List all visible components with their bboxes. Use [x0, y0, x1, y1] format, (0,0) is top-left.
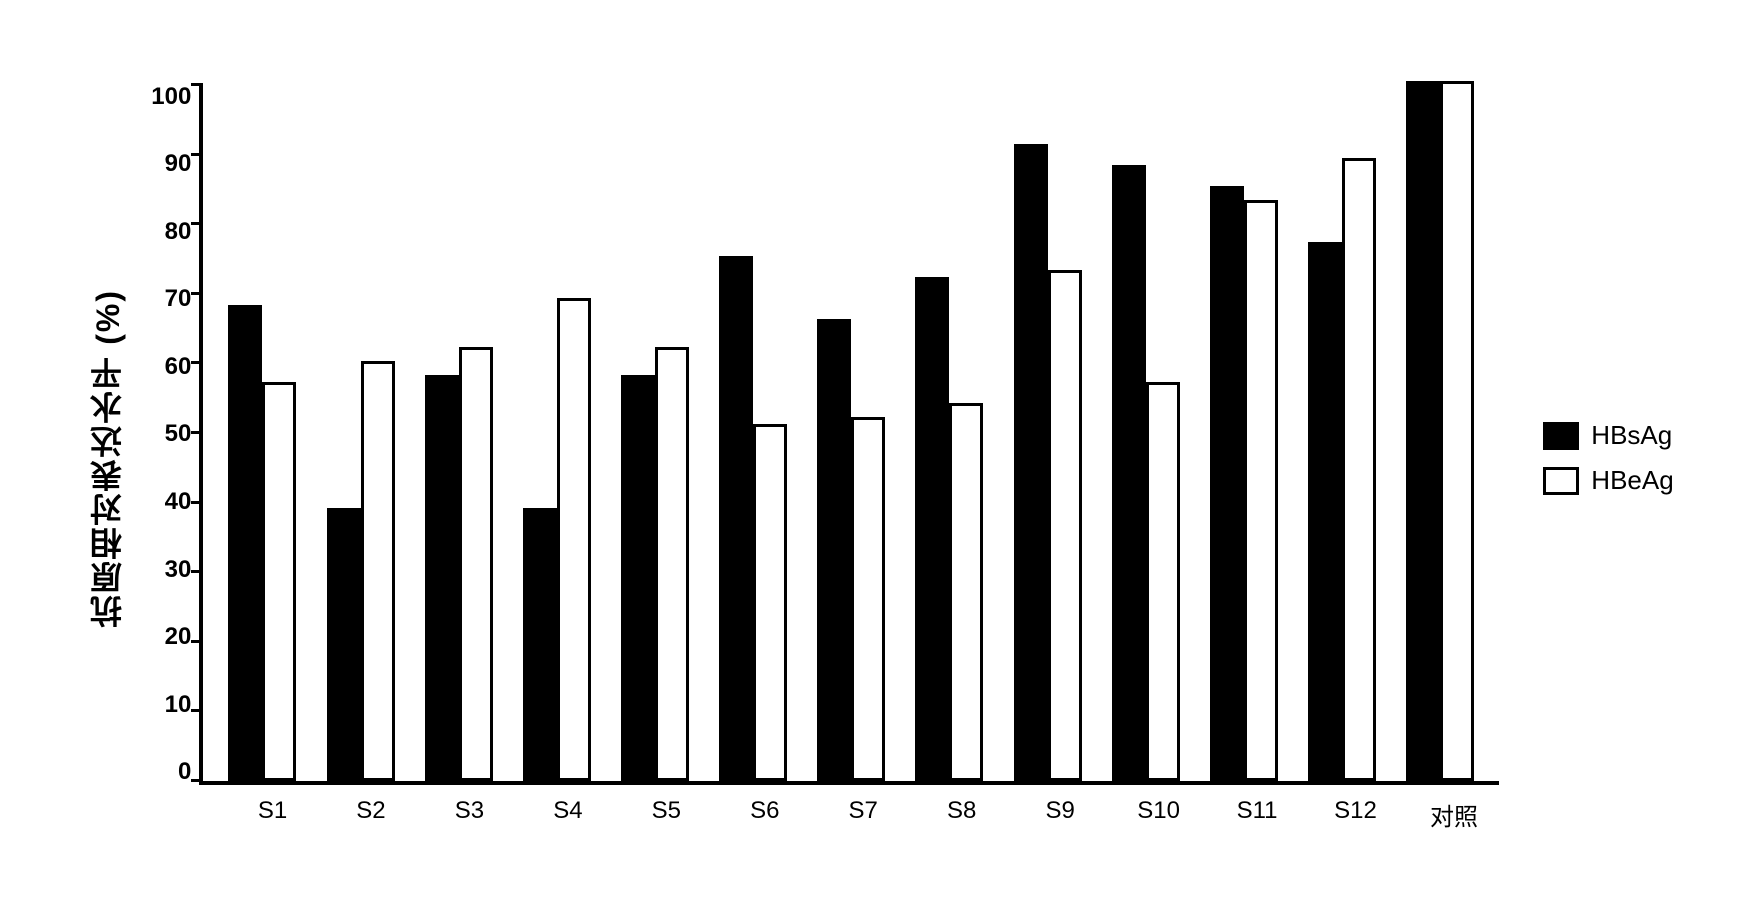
y-tick-mark — [191, 709, 203, 712]
bar-hbsag — [1308, 242, 1342, 781]
bar-group — [228, 305, 296, 781]
x-tick-label: S12 — [1316, 797, 1396, 832]
y-tick-mark — [191, 361, 203, 364]
legend-item-hbsag: HBsAg — [1543, 420, 1673, 451]
bar-hbeag — [459, 347, 493, 781]
x-tick-label: S2 — [331, 797, 411, 832]
bar-group — [1210, 186, 1278, 781]
bar-group — [327, 361, 395, 781]
y-tick-mark — [191, 222, 203, 225]
bar-group — [915, 277, 983, 781]
chart-container: 抗原相对表达水平 (%) 1009080706050403020100 S1S2… — [85, 85, 1673, 832]
bar-group — [719, 256, 787, 781]
bar-hbeag — [361, 361, 395, 781]
bar-hbeag — [1440, 81, 1474, 781]
bar-hbsag — [1112, 165, 1146, 781]
y-tick-label: 10 — [165, 693, 192, 717]
y-tick-mark — [191, 501, 203, 504]
bar-hbeag — [949, 403, 983, 781]
x-tick-label: S1 — [233, 797, 313, 832]
legend-swatch-filled — [1543, 422, 1579, 450]
chart-main: 抗原相对表达水平 (%) 1009080706050403020100 S1S2… — [85, 85, 1513, 832]
legend: HBsAg HBeAg — [1543, 420, 1673, 496]
y-tick-label: 0 — [178, 760, 191, 784]
x-tick-label: S7 — [823, 797, 903, 832]
y-tick-label: 50 — [165, 422, 192, 446]
chart-body: 1009080706050403020100 S1S2S3S4S5S6S7S8S… — [151, 85, 1513, 832]
bar-hbsag — [1210, 186, 1244, 781]
y-tick-label: 30 — [165, 558, 192, 582]
x-axis-ticks: S1 S2 S3 S4 S5 S6 S7 S8 S9 S10 S11 S12 对照 — [213, 797, 1513, 832]
bar-hbsag — [425, 375, 459, 781]
y-axis-label: 抗原相对表达水平 (%) — [85, 289, 131, 628]
y-tick-label: 20 — [165, 625, 192, 649]
y-tick-mark — [191, 431, 203, 434]
y-tick-label: 100 — [151, 85, 191, 109]
bar-hbeag — [262, 382, 296, 781]
bar-hbsag — [228, 305, 262, 781]
bar-hbeag — [753, 424, 787, 781]
bar-hbeag — [851, 417, 885, 781]
y-axis-ticks: 1009080706050403020100 — [151, 85, 199, 785]
bar-hbsag — [1406, 81, 1440, 781]
y-tick-label: 40 — [165, 490, 192, 514]
legend-label: HBsAg — [1591, 420, 1672, 451]
bar-hbsag — [1014, 144, 1048, 781]
bar-hbsag — [915, 277, 949, 781]
bar-hbeag — [1048, 270, 1082, 781]
y-tick-mark — [191, 640, 203, 643]
legend-item-hbeag: HBeAg — [1543, 465, 1673, 496]
bar-hbsag — [817, 319, 851, 781]
y-tick-mark — [191, 292, 203, 295]
plot-row: 1009080706050403020100 — [151, 85, 1513, 785]
bar-hbsag — [327, 508, 361, 781]
bar-group — [621, 347, 689, 781]
bar-group — [1014, 144, 1082, 781]
bar-hbsag — [523, 508, 557, 781]
bars-zone — [203, 85, 1499, 781]
legend-label: HBeAg — [1591, 465, 1673, 496]
x-tick-label: S3 — [429, 797, 509, 832]
bar-group — [1112, 165, 1180, 781]
x-tick-label: S8 — [922, 797, 1002, 832]
bar-hbeag — [1342, 158, 1376, 781]
bar-group — [425, 347, 493, 781]
x-tick-label: S6 — [725, 797, 805, 832]
y-tick-label: 60 — [165, 355, 192, 379]
y-tick-mark — [191, 779, 203, 782]
y-tick-label: 70 — [165, 287, 192, 311]
y-tick-mark — [191, 570, 203, 573]
x-tick-label: S9 — [1020, 797, 1100, 832]
bar-group — [523, 298, 591, 781]
y-tick-label: 90 — [165, 152, 192, 176]
bar-hbeag — [1244, 200, 1278, 781]
bar-hbeag — [655, 347, 689, 781]
plot-area — [199, 85, 1499, 785]
bar-hbeag — [1146, 382, 1180, 781]
y-tick-label: 80 — [165, 220, 192, 244]
bar-hbsag — [719, 256, 753, 781]
bar-group — [817, 319, 885, 781]
x-tick-label: S10 — [1119, 797, 1199, 832]
bar-group — [1406, 81, 1474, 781]
x-tick-label: S5 — [626, 797, 706, 832]
bar-group — [1308, 158, 1376, 781]
bar-hbeag — [557, 298, 591, 781]
x-tick-label: S11 — [1217, 797, 1297, 832]
y-tick-mark — [191, 83, 203, 86]
x-tick-label: 对照 — [1414, 797, 1494, 832]
y-tick-mark — [191, 153, 203, 156]
x-tick-label: S4 — [528, 797, 608, 832]
legend-swatch-hollow — [1543, 467, 1579, 495]
bar-hbsag — [621, 375, 655, 781]
